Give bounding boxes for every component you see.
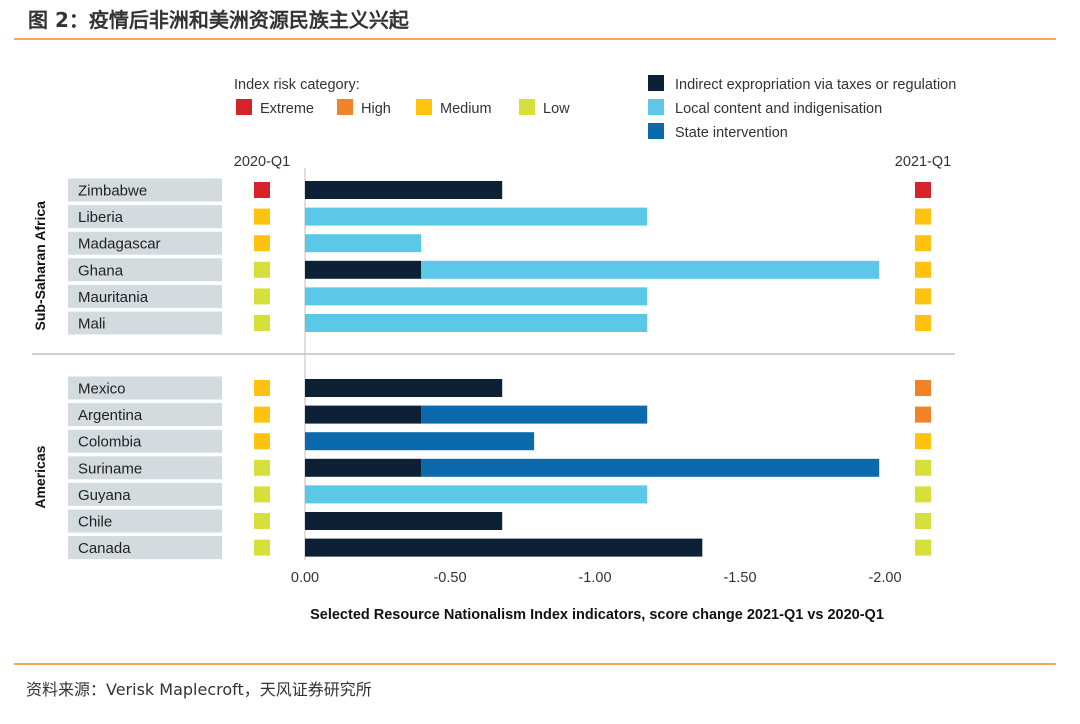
bar-canada-indirect: [305, 538, 703, 557]
legend-swatch-local: [648, 99, 664, 115]
risk-2020-ghana: [254, 261, 270, 278]
country-label-bg-mexico: [68, 376, 222, 400]
bar-mauritania-local: [305, 287, 648, 306]
country-label-bg-suriname: [68, 456, 222, 480]
top-divider: [14, 38, 1056, 40]
legend-label-state: State intervention: [675, 125, 788, 141]
country-label-mauritania: Mauritania: [78, 289, 149, 306]
bar-liberia-local: [305, 207, 648, 226]
country-label-bg-zimbabwe: [68, 178, 222, 202]
country-label-bg-chile: [68, 509, 222, 533]
legend-label-local: Local content and indigenisation: [675, 101, 882, 117]
x-tick-label: 0.00: [291, 570, 319, 586]
bar-argentina-state: [421, 405, 648, 424]
country-label-argentina: Argentina: [78, 407, 143, 424]
country-label-liberia: Liberia: [78, 209, 124, 226]
risk-2021-chile: [915, 513, 931, 529]
x-tick-label: -0.50: [433, 570, 466, 586]
country-label-bg-colombia: [68, 429, 222, 453]
risk-2021-guyana: [915, 486, 931, 503]
risk-2021-mali: [915, 315, 931, 331]
bar-zimbabwe-indirect: [305, 181, 503, 199]
bar-argentina-indirect: [305, 405, 421, 424]
risk-2021-suriname: [915, 459, 931, 476]
bar-mali-local: [305, 314, 648, 332]
country-label-bg-liberia: [68, 205, 222, 229]
legend-label-low: Low: [543, 101, 570, 117]
column-header-2020: 2020-Q1: [234, 154, 290, 170]
risk-legend-title: Index risk category:: [234, 77, 360, 93]
risk-2021-mexico: [915, 380, 931, 396]
risk-2020-liberia: [254, 208, 270, 225]
country-label-bg-mauritania: [68, 284, 222, 308]
group-label-americas: Americas: [32, 445, 48, 508]
legend-label-medium: Medium: [440, 101, 492, 117]
x-tick-label: -1.00: [578, 570, 611, 586]
column-header-2021: 2021-Q1: [895, 154, 951, 170]
risk-2021-liberia: [915, 208, 931, 225]
risk-2020-madagascar: [254, 235, 270, 252]
country-label-chile: Chile: [78, 514, 112, 531]
risk-2020-colombia: [254, 433, 270, 450]
country-label-bg-madagascar: [68, 231, 222, 255]
country-label-bg-mali: [68, 311, 222, 335]
legend-swatch-indirect: [648, 75, 664, 91]
country-label-ghana: Ghana: [78, 262, 124, 279]
risk-2021-ghana: [915, 261, 931, 278]
country-label-mali: Mali: [78, 316, 106, 333]
country-label-mexico: Mexico: [78, 381, 126, 398]
risk-2020-zimbabwe: [254, 182, 270, 198]
legend-label-indirect: Indirect expropriation via taxes or regu…: [675, 77, 956, 93]
bar-ghana-local: [421, 260, 880, 279]
risk-2021-madagascar: [915, 235, 931, 252]
legend-swatch-high: [337, 99, 353, 115]
bar-ghana-indirect: [305, 260, 421, 279]
country-label-bg-guyana: [68, 482, 222, 506]
risk-2021-zimbabwe: [915, 182, 931, 198]
legend-swatch-state: [648, 123, 664, 139]
country-label-zimbabwe: Zimbabwe: [78, 183, 147, 200]
bar-guyana-local: [305, 485, 648, 504]
x-axis-title: Selected Resource Nationalism Index indi…: [310, 607, 884, 623]
country-label-colombia: Colombia: [78, 434, 142, 451]
risk-2020-guyana: [254, 486, 270, 503]
country-label-bg-canada: [68, 536, 222, 560]
risk-2020-mexico: [254, 380, 270, 396]
legend-label-extreme: Extreme: [260, 101, 314, 117]
x-tick-label: -1.50: [723, 570, 756, 586]
bar-mexico-indirect: [305, 379, 503, 397]
bar-madagascar-local: [305, 234, 421, 253]
source-note: 资料来源：Verisk Maplecroft，天风证券研究所: [26, 680, 372, 699]
legend-swatch-medium: [416, 99, 432, 115]
country-label-bg-ghana: [68, 258, 222, 282]
legend-swatch-low: [519, 99, 535, 115]
bar-suriname-indirect: [305, 458, 421, 477]
risk-2021-canada: [915, 539, 931, 556]
country-label-canada: Canada: [78, 540, 131, 557]
risk-2021-mauritania: [915, 288, 931, 305]
country-label-bg-argentina: [68, 403, 222, 427]
risk-2020-argentina: [254, 406, 270, 423]
group-label-sub-saharan-africa: Sub-Saharan Africa: [32, 201, 48, 331]
bar-colombia-state: [305, 432, 535, 451]
bar-chile-indirect: [305, 512, 503, 530]
legend-swatch-extreme: [236, 99, 252, 115]
risk-2020-chile: [254, 513, 270, 529]
country-label-madagascar: Madagascar: [78, 236, 161, 253]
risk-2020-canada: [254, 539, 270, 556]
x-tick-label: -2.00: [868, 570, 901, 586]
risk-2021-argentina: [915, 406, 931, 423]
risk-2021-colombia: [915, 433, 931, 450]
risk-2020-mauritania: [254, 288, 270, 305]
bottom-divider: [14, 663, 1056, 665]
risk-2020-mali: [254, 315, 270, 331]
country-label-suriname: Suriname: [78, 460, 142, 477]
figure-title: 图 2：疫情后非洲和美洲资源民族主义兴起: [28, 8, 409, 32]
risk-2020-suriname: [254, 459, 270, 476]
country-label-guyana: Guyana: [78, 487, 131, 504]
bar-suriname-state: [421, 458, 880, 477]
legend-label-high: High: [361, 101, 391, 117]
